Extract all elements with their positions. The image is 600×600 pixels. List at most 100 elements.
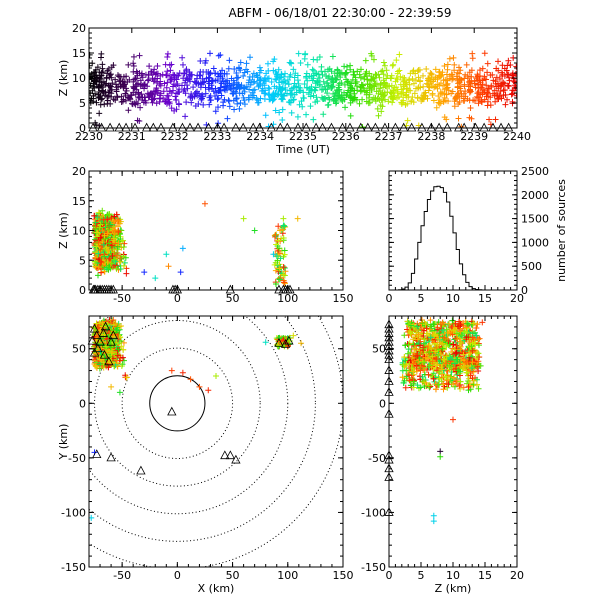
station-marker	[106, 336, 116, 346]
station-marker	[454, 122, 464, 132]
source-point	[505, 83, 512, 90]
source-point	[104, 230, 111, 237]
source-point	[344, 78, 351, 85]
source-point	[170, 71, 177, 78]
source-point	[404, 117, 411, 124]
source-point	[314, 78, 321, 85]
range-ring	[149, 375, 206, 432]
source-point	[123, 270, 130, 277]
source-point	[436, 69, 443, 76]
source-point	[370, 56, 377, 63]
source-point	[501, 73, 508, 80]
source-point	[257, 67, 264, 74]
source-point	[510, 78, 517, 85]
station-marker	[266, 122, 276, 132]
source-point	[461, 83, 468, 90]
source-point	[243, 66, 250, 73]
source-point	[230, 81, 237, 88]
source-point	[95, 250, 102, 257]
source-point	[466, 86, 473, 93]
source-point	[376, 74, 383, 81]
source-point	[254, 72, 261, 79]
source-point	[374, 105, 381, 112]
source-point	[207, 97, 214, 104]
source-point	[223, 86, 230, 93]
source-point	[373, 72, 380, 79]
station-marker	[121, 122, 131, 132]
source-point	[240, 94, 247, 101]
source-point	[101, 253, 108, 260]
source-point	[280, 271, 287, 278]
source-point	[132, 75, 139, 82]
source-point	[414, 95, 421, 102]
source-point	[123, 87, 130, 94]
source-point	[455, 64, 462, 71]
y-tick-label: 2000	[521, 189, 549, 202]
source-point	[498, 69, 505, 76]
source-point	[108, 260, 115, 267]
source-point	[303, 74, 310, 81]
source-point	[400, 94, 407, 101]
source-point	[141, 269, 148, 276]
source-point	[475, 368, 482, 375]
source-point	[119, 354, 126, 361]
x-tick-label: 20	[510, 292, 524, 305]
source-point	[237, 67, 244, 74]
source-point	[237, 59, 244, 66]
source-point	[240, 85, 247, 92]
source-point	[341, 81, 348, 88]
source-point	[422, 93, 429, 100]
station-marker	[98, 328, 109, 337]
station-marker	[95, 336, 105, 346]
source-point	[303, 70, 310, 77]
source-point	[454, 90, 461, 97]
source-point	[197, 58, 204, 65]
source-point	[254, 97, 261, 104]
source-point	[163, 251, 170, 258]
source-point	[436, 100, 443, 107]
source-point	[477, 91, 484, 98]
source-point	[379, 93, 386, 100]
source-point	[368, 87, 375, 94]
source-point	[429, 92, 436, 99]
source-point	[332, 76, 339, 83]
source-point	[99, 61, 106, 68]
source-point	[153, 100, 160, 107]
source-point	[455, 115, 462, 122]
source-point	[328, 85, 335, 92]
source-point	[380, 71, 387, 78]
station-marker	[167, 406, 177, 416]
source-point	[353, 78, 360, 85]
source-point	[369, 82, 376, 89]
source-point	[97, 258, 104, 265]
source-point	[266, 92, 273, 99]
source-point	[422, 92, 429, 99]
station-marker	[193, 122, 203, 132]
station-marker	[177, 122, 188, 132]
y-tick-label: -50	[68, 452, 86, 465]
source-point	[247, 54, 254, 61]
source-point	[108, 383, 115, 390]
source-point	[194, 72, 201, 79]
source-point	[344, 63, 351, 70]
source-point	[182, 113, 189, 120]
source-point	[106, 240, 113, 247]
source-point	[276, 250, 283, 257]
station-marker	[88, 122, 98, 132]
source-point	[290, 96, 297, 103]
source-point	[412, 77, 419, 84]
source-point	[123, 85, 130, 92]
source-point	[360, 85, 367, 92]
source-point	[202, 90, 209, 97]
source-point	[384, 72, 391, 79]
source-point	[415, 67, 422, 74]
source-point	[249, 74, 256, 81]
source-point	[319, 71, 326, 78]
source-point	[484, 60, 491, 67]
source-point	[150, 88, 157, 95]
source-point	[168, 90, 175, 97]
source-point	[280, 93, 287, 100]
source-point	[457, 85, 464, 92]
source-point	[324, 80, 331, 87]
y-tick-label: 10	[72, 72, 86, 85]
